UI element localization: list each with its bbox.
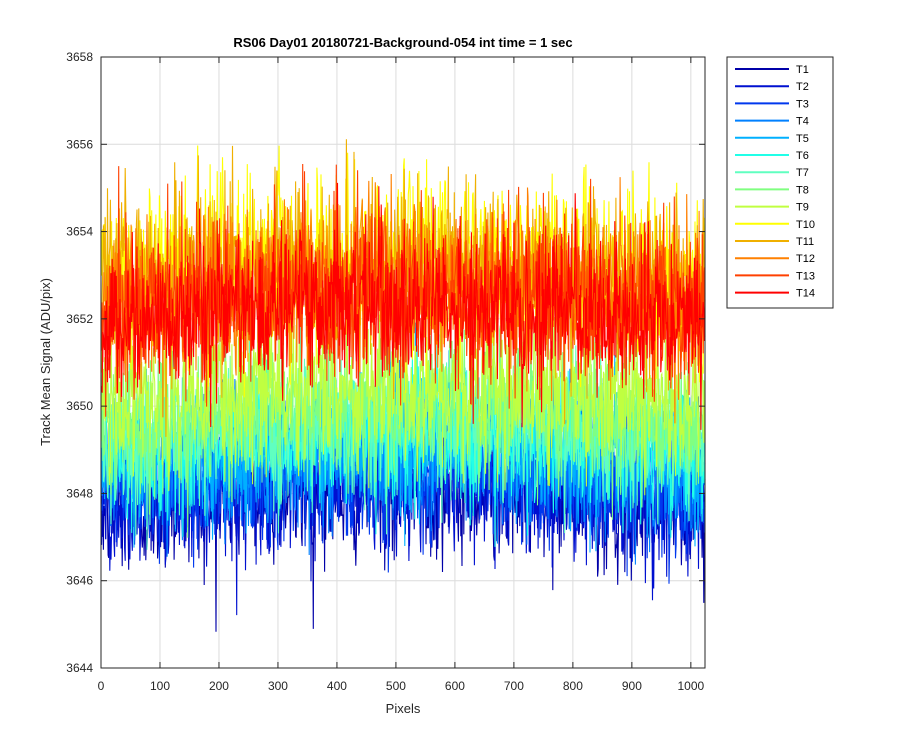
legend-box <box>726 56 834 309</box>
legend-label-t13: T13 <box>796 270 815 282</box>
legend-label-t1: T1 <box>796 64 809 76</box>
legend-label-t10: T10 <box>796 219 815 231</box>
x-tick-label: 200 <box>209 679 229 693</box>
legend: T1 T2 T3 T4 T5 T6 T7 T8 T9 T10 T11 T12 T13 T14 <box>726 56 834 309</box>
legend-label-t5: T5 <box>796 133 809 145</box>
legend-label-t3: T3 <box>796 98 809 110</box>
legend-label-t7: T7 <box>796 167 809 179</box>
chart-title: RS06 Day01 20180721-Background-054 int t… <box>233 35 572 50</box>
legend-label-t6: T6 <box>796 150 809 162</box>
x-tick-label: 300 <box>268 679 288 693</box>
legend-label-t9: T9 <box>796 202 809 214</box>
plot-frame <box>100 56 706 669</box>
x-tick-label: 800 <box>563 679 583 693</box>
y-axis-label: Track Mean Signal (ADU/pix) <box>38 278 53 446</box>
y-tick-label: 3656 <box>66 137 93 151</box>
x-tick-label: 500 <box>386 679 406 693</box>
legend-label-t14: T14 <box>796 288 815 300</box>
plot-series <box>101 139 706 632</box>
legend-label-t2: T2 <box>796 81 809 93</box>
y-tick-label: 3658 <box>66 50 93 64</box>
x-tick-label: 400 <box>327 679 347 693</box>
y-tick-label: 3652 <box>66 312 93 326</box>
x-tick-label: 0 <box>98 679 105 693</box>
series-line-t14 <box>101 182 706 430</box>
y-tick-label: 3654 <box>66 225 93 239</box>
y-tick-label: 3646 <box>66 574 93 588</box>
y-tick-label: 3648 <box>66 486 93 500</box>
x-tick-label: 600 <box>445 679 465 693</box>
x-axis-label: Pixels <box>386 701 421 716</box>
legend-label-t8: T8 <box>796 184 809 196</box>
x-tick-label: 900 <box>622 679 642 693</box>
y-tick-label: 3650 <box>66 399 93 413</box>
legend-label-t4: T4 <box>796 116 809 128</box>
axis-ticks: 0 100 200 300 400 500 600 700 800 900 1000 3644 3646… <box>66 50 705 693</box>
y-tick-label: 3644 <box>66 661 93 675</box>
legend-label-t12: T12 <box>796 253 815 265</box>
x-tick-label: 700 <box>504 679 524 693</box>
x-tick-label: 1000 <box>677 679 704 693</box>
legend-label-t11: T11 <box>796 236 814 248</box>
x-tick-label: 100 <box>150 679 170 693</box>
